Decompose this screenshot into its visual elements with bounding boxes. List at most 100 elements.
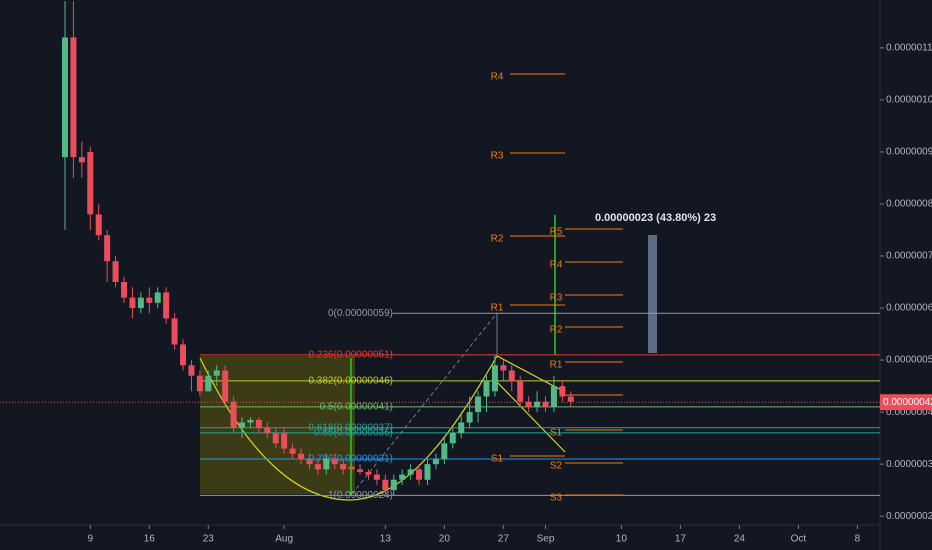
x-tick-label: Oct bbox=[791, 534, 807, 545]
candle-body bbox=[154, 292, 161, 303]
fib-trend bbox=[351, 312, 498, 495]
candle-body bbox=[121, 282, 128, 298]
candle-body bbox=[390, 479, 397, 491]
current-price-tag bbox=[880, 394, 932, 411]
candle-body bbox=[70, 37, 77, 158]
candle-body bbox=[104, 235, 111, 262]
cup-curve bbox=[199, 355, 498, 501]
x-tick-label: 8 bbox=[855, 534, 861, 545]
x-tick-label: 23 bbox=[203, 534, 215, 545]
x-tick-label: 10 bbox=[616, 534, 628, 545]
candle-body bbox=[306, 458, 313, 465]
candle-body bbox=[365, 471, 372, 475]
candle-body bbox=[432, 458, 439, 465]
candle-body bbox=[180, 344, 187, 366]
pivot-label: R1 bbox=[550, 360, 563, 371]
candle-body bbox=[230, 401, 237, 428]
fib-label: 1(0.00000024) bbox=[328, 490, 393, 501]
pivot-label: S1 bbox=[550, 428, 563, 439]
candle-body bbox=[95, 214, 102, 236]
candle-body bbox=[508, 370, 515, 381]
y-tick-label: 0.00000020 bbox=[886, 511, 932, 522]
candle-body bbox=[196, 375, 203, 392]
candle-body bbox=[289, 448, 296, 454]
candle-body bbox=[112, 261, 119, 283]
x-tick-label: 17 bbox=[675, 534, 687, 545]
x-tick-label: 27 bbox=[498, 534, 510, 545]
fib-label: 0.786(0.00000031) bbox=[308, 454, 393, 465]
fib-label: 0.618(0.00000037) bbox=[308, 422, 393, 433]
candle-body bbox=[348, 466, 355, 470]
candle-body bbox=[550, 386, 557, 407]
candle-body bbox=[517, 380, 524, 402]
measure-label: 0.00000023 (43.80%) 23 bbox=[595, 212, 716, 224]
candle-body bbox=[314, 464, 321, 470]
candle-body bbox=[399, 474, 406, 480]
candle-body bbox=[500, 365, 507, 371]
fib-label: 0.236(0.00000051) bbox=[308, 350, 393, 361]
candle-body bbox=[264, 427, 271, 433]
candle-body bbox=[382, 479, 389, 491]
candle-body bbox=[78, 157, 85, 163]
candle-body bbox=[298, 453, 305, 459]
pivot-label: S1 bbox=[491, 454, 504, 465]
candle-body bbox=[449, 432, 456, 444]
candle-body bbox=[61, 37, 68, 158]
candle-body bbox=[424, 464, 431, 480]
candle-body bbox=[331, 458, 338, 465]
candle-body bbox=[357, 469, 364, 472]
x-tick-label: Aug bbox=[275, 534, 293, 545]
candle-body bbox=[205, 375, 212, 392]
x-tick-label: Sep bbox=[537, 534, 555, 545]
candle-body bbox=[542, 401, 549, 407]
x-tick-label: 9 bbox=[88, 534, 94, 545]
candle-body bbox=[416, 469, 423, 480]
candle-body bbox=[466, 412, 473, 423]
candle-body bbox=[247, 419, 254, 423]
pivot-label: S2 bbox=[550, 461, 563, 472]
fib-label: 0.65(0.00000036) bbox=[314, 428, 393, 439]
pivot-label: R2 bbox=[550, 325, 563, 336]
candle-body bbox=[255, 419, 262, 428]
pivot-label: S3 bbox=[550, 493, 563, 504]
candle-body bbox=[137, 297, 144, 309]
pivot-label: R3 bbox=[550, 293, 563, 304]
candle-body bbox=[441, 443, 448, 459]
pivot-label: R1 bbox=[491, 303, 504, 314]
candle-body bbox=[458, 422, 465, 433]
candle-body bbox=[281, 432, 288, 449]
pivot-label: R2 bbox=[491, 234, 504, 245]
candle-body bbox=[534, 401, 541, 407]
current-price-label: 0.00000042 bbox=[883, 397, 932, 408]
candle-body bbox=[340, 464, 347, 470]
candle-body bbox=[222, 370, 229, 402]
candle-body bbox=[559, 386, 566, 397]
candle-body bbox=[483, 380, 490, 397]
candle-body bbox=[525, 401, 532, 407]
candle-body bbox=[475, 396, 482, 413]
pivot-label: R5 bbox=[550, 227, 563, 238]
x-tick-label: 20 bbox=[439, 534, 451, 545]
candle-body bbox=[188, 365, 195, 376]
candle-body bbox=[272, 432, 279, 444]
candle-body bbox=[567, 396, 574, 402]
candle-body bbox=[373, 474, 380, 480]
fib-label: 0.5(0.00000041) bbox=[320, 402, 393, 413]
pivot-label: R3 bbox=[491, 151, 504, 162]
candle-body bbox=[213, 370, 220, 376]
pivot-label: R4 bbox=[550, 260, 563, 271]
candle-body bbox=[171, 318, 178, 345]
candle-body bbox=[146, 297, 153, 303]
candle-body bbox=[323, 458, 330, 470]
